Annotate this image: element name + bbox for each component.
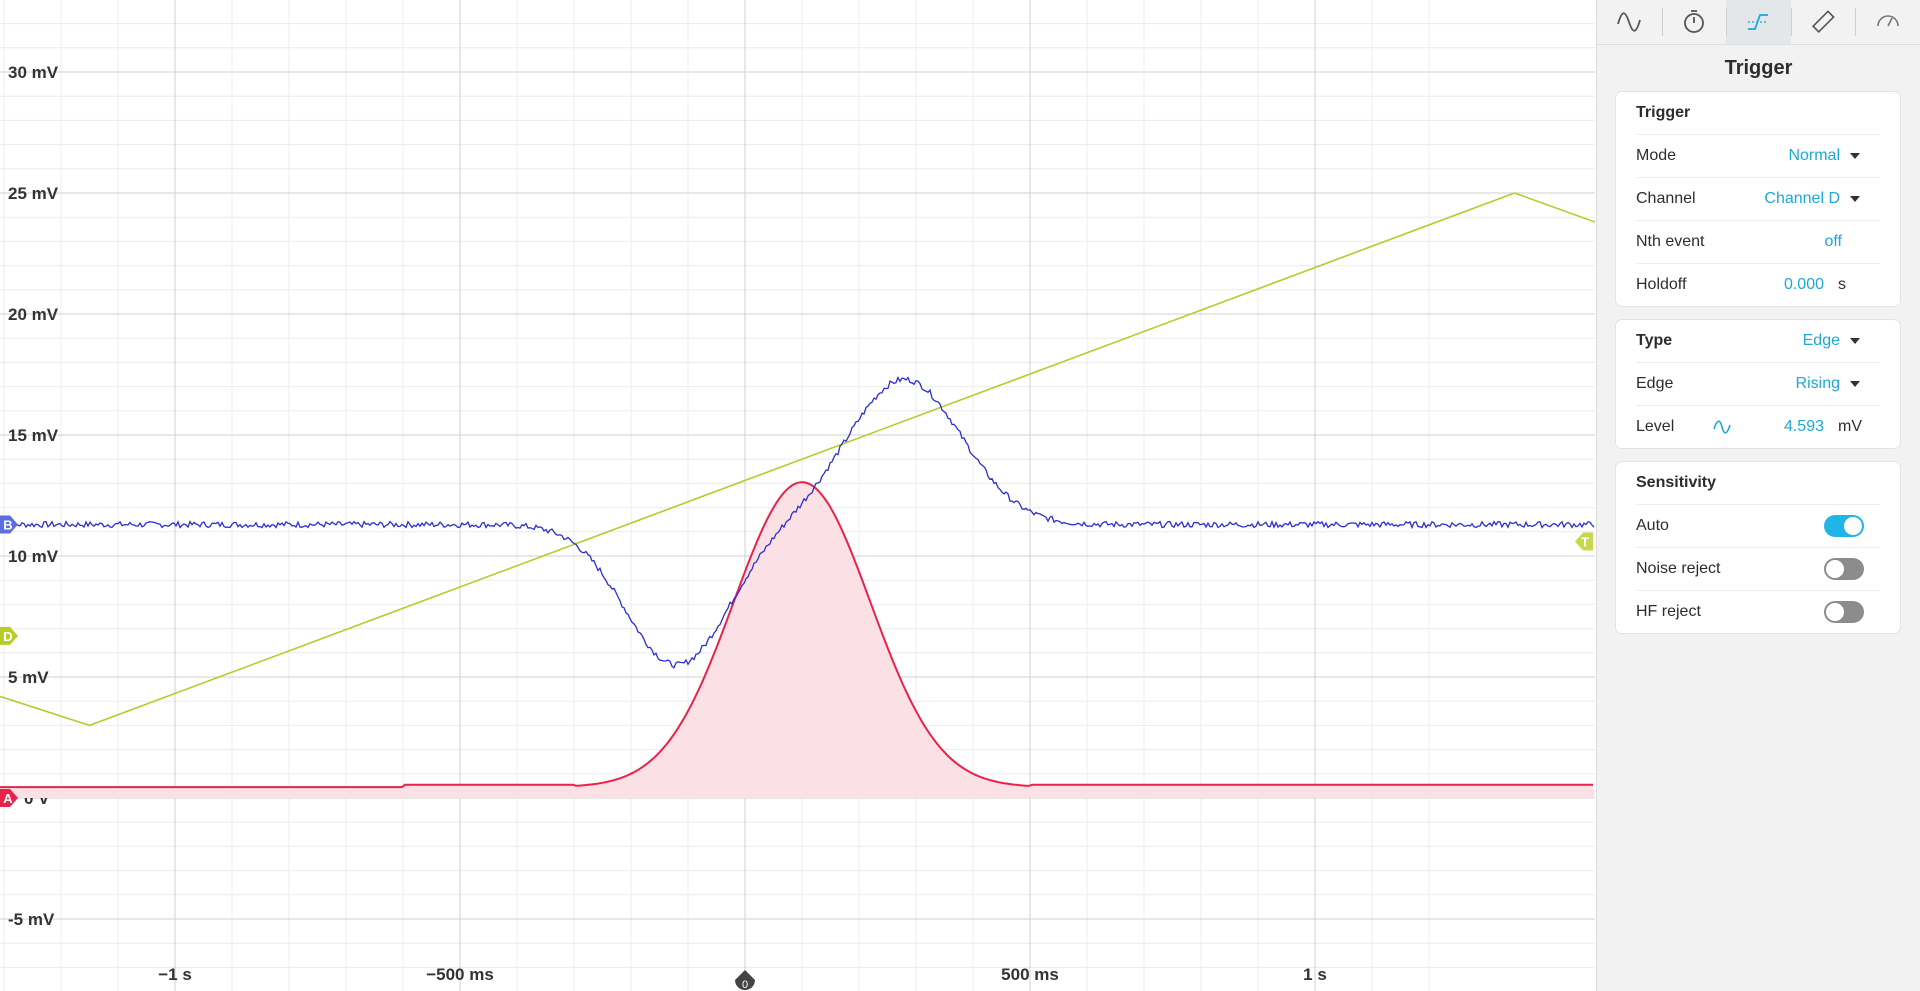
level-label: Level <box>1636 418 1675 435</box>
mode-row: Mode Normal <box>1636 135 1880 178</box>
trigger-card: Trigger Mode Normal Channel Channel D Nt… <box>1616 92 1900 306</box>
y-tick-label: 5 mV <box>8 668 49 687</box>
x-tick-label: 500 ms <box>1001 965 1059 984</box>
trigger-tab[interactable] <box>1726 0 1791 44</box>
sensitivity-heading-label: Sensitivity <box>1636 474 1717 491</box>
stopwatch-icon <box>1683 10 1704 33</box>
y-tick-label: 25 mV <box>8 184 59 203</box>
auto-row: Auto <box>1636 505 1880 548</box>
chevron-down-icon <box>1850 338 1860 344</box>
trigger-heading: Trigger <box>1636 92 1880 135</box>
type-row: Type Edge <box>1636 320 1880 363</box>
type-value: Edge <box>1802 332 1840 349</box>
toggle-knob <box>1826 603 1844 621</box>
panel-title: Trigger <box>1724 57 1793 79</box>
nth-event-row: Nth event off <box>1636 221 1880 264</box>
toggle-knob <box>1826 560 1844 578</box>
probe-icon <box>1876 15 1899 27</box>
channel-b-marker-label: B <box>3 518 12 533</box>
timebase-tab[interactable] <box>1661 0 1727 44</box>
hf-reject-toggle[interactable] <box>1824 601 1864 623</box>
type-card: Type Edge Edge Rising Level 4.593 mV <box>1616 320 1900 448</box>
channel-value: Channel D <box>1764 190 1840 207</box>
holdoff-value: 0.000 <box>1783 276 1824 293</box>
y-tick-label: 15 mV <box>8 426 59 445</box>
y-tick-label: 30 mV <box>8 63 59 82</box>
oscilloscope-plot[interactable]: 30 mV 25 mV 20 mV 15 mV 10 mV 5 mV 0 V -5 mV −1 … <box>0 0 1595 991</box>
hf-reject-label: HF reject <box>1636 603 1701 620</box>
level-field[interactable]: 4.593 mV <box>1784 418 1862 436</box>
chevron-down-icon <box>1850 381 1860 387</box>
auto-toggle[interactable] <box>1824 515 1864 537</box>
level-value: 4.593 <box>1783 418 1824 435</box>
ruler-icon <box>1812 10 1835 34</box>
trigger-panel: Trigger Trigger Mode Normal Channel Chan… <box>1596 0 1920 991</box>
chevron-down-icon <box>1850 196 1860 202</box>
toggle-knob <box>1844 517 1862 535</box>
sensitivity-heading: Sensitivity <box>1636 462 1880 505</box>
edge-row: Edge Rising <box>1636 363 1880 406</box>
channel-b-marker <box>0 515 18 534</box>
y-tick-label: 10 mV <box>8 547 59 566</box>
chevron-down-icon <box>1850 153 1860 159</box>
y-tick-label: 20 mV <box>8 305 59 324</box>
waveform-icon[interactable] <box>1712 417 1732 437</box>
holdoff-field[interactable]: 0.000 s <box>1784 276 1858 294</box>
edge-label: Edge <box>1636 375 1674 392</box>
nth-event-value[interactable]: off <box>1824 233 1843 250</box>
mode-dropdown[interactable]: Normal <box>1788 147 1860 165</box>
x-tick-label: −500 ms <box>426 965 494 984</box>
holdoff-row: Holdoff 0.000 s <box>1636 264 1880 306</box>
edge-value: Rising <box>1795 375 1840 392</box>
channel-row: Channel Channel D <box>1636 178 1880 221</box>
noise-reject-toggle[interactable] <box>1824 558 1864 580</box>
channel-label: Channel <box>1636 190 1696 207</box>
channel-d-trace <box>0 192 1595 727</box>
hf-reject-row: HF reject <box>1636 591 1880 633</box>
edge-dropdown[interactable]: Rising <box>1796 375 1860 393</box>
level-unit: mV <box>1838 418 1862 435</box>
probes-tab[interactable] <box>1855 0 1920 44</box>
holdoff-unit: s <box>1838 276 1846 293</box>
trigger-time-marker <box>735 970 755 990</box>
holdoff-label: Holdoff <box>1636 276 1687 293</box>
x-tick-label: −1 s <box>158 965 192 984</box>
panel-tabs <box>1597 0 1920 45</box>
trigger-edge-icon <box>1748 14 1769 30</box>
noise-reject-row: Noise reject <box>1636 548 1880 591</box>
type-dropdown[interactable]: Edge <box>1803 332 1860 350</box>
channel-d-marker-label: D <box>3 629 12 644</box>
channel-a-trace <box>0 481 1593 789</box>
sensitivity-card: Sensitivity Auto Noise reject HF reject <box>1616 462 1900 633</box>
mode-label: Mode <box>1636 147 1677 164</box>
sine-wave-icon <box>1617 12 1642 32</box>
trigger-level-marker-label: T <box>1581 534 1589 549</box>
channels-tab[interactable] <box>1597 0 1662 44</box>
nth-event-label: Nth event <box>1636 233 1705 250</box>
channel-d-marker <box>0 626 18 645</box>
trigger-time-label: 0 <box>742 979 748 991</box>
level-row: Level 4.593 mV <box>1636 406 1880 448</box>
trigger-heading-label: Trigger <box>1636 104 1691 121</box>
measurements-tab[interactable] <box>1790 0 1856 44</box>
noise-reject-label: Noise reject <box>1636 560 1721 577</box>
channel-a-marker-label: A <box>3 791 13 806</box>
channel-b-trace <box>0 376 1595 669</box>
auto-label: Auto <box>1636 517 1669 534</box>
channel-dropdown[interactable]: Channel D <box>1764 190 1860 208</box>
y-tick-label: -5 mV <box>8 910 55 929</box>
mode-value: Normal <box>1788 147 1840 164</box>
x-tick-label: 1 s <box>1303 965 1327 984</box>
trigger-level-marker <box>1575 532 1593 551</box>
type-label: Type <box>1636 332 1673 349</box>
channel-a-marker <box>0 789 18 807</box>
channel-a-fill <box>0 482 1595 798</box>
